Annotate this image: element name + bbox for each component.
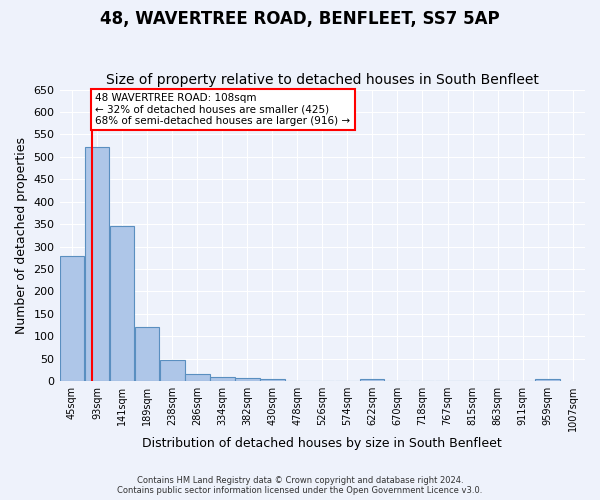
Text: 48, WAVERTREE ROAD, BENFLEET, SS7 5AP: 48, WAVERTREE ROAD, BENFLEET, SS7 5AP (100, 10, 500, 28)
Bar (110, 226, 134, 381)
Bar (235, 378, 260, 381)
Bar (210, 376, 235, 381)
Y-axis label: Number of detached properties: Number of detached properties (15, 137, 28, 334)
Bar (260, 379, 284, 381)
Bar (60, 256, 84, 381)
Title: Size of property relative to detached houses in South Benfleet: Size of property relative to detached ho… (106, 73, 539, 87)
Bar (85, 147, 109, 381)
Bar (185, 374, 209, 381)
Text: 48 WAVERTREE ROAD: 108sqm
← 32% of detached houses are smaller (425)
68% of semi: 48 WAVERTREE ROAD: 108sqm ← 32% of detac… (95, 92, 350, 126)
Bar (535, 379, 560, 381)
X-axis label: Distribution of detached houses by size in South Benfleet: Distribution of detached houses by size … (142, 437, 502, 450)
Text: Contains HM Land Registry data © Crown copyright and database right 2024.
Contai: Contains HM Land Registry data © Crown c… (118, 476, 482, 495)
Bar (160, 360, 185, 381)
Bar (360, 379, 385, 381)
Bar (135, 328, 159, 381)
